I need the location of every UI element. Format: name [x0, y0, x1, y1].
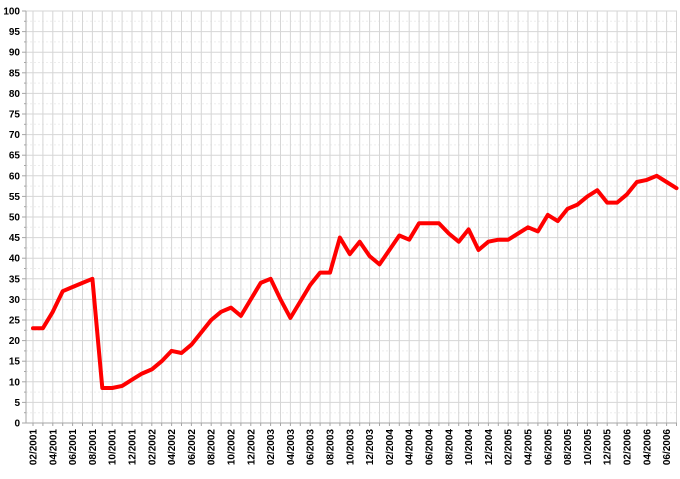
y-axis-ticks [22, 10, 26, 424]
y-axis-label: 50 [9, 213, 21, 224]
y-axis-label: 25 [9, 316, 21, 327]
y-axis-label: 45 [9, 233, 21, 244]
y-axis-labels: 0 5 10 15 20 25 30 35 40 45 50 55 60 65 70 75 80 85 90 95 10… [3, 7, 20, 430]
y-axis-label: 75 [9, 110, 21, 121]
x-axis-label: 04/2006 [642, 429, 653, 466]
x-axis-ticks [32, 423, 677, 426]
x-axis-label: 04/2003 [286, 429, 297, 466]
y-axis-label: 5 [14, 398, 20, 409]
y-axis-label: 65 [9, 151, 21, 162]
x-axis-label: 04/2002 [167, 429, 178, 466]
x-axis-label: 06/2005 [543, 429, 554, 466]
x-axis-label: 06/2006 [662, 429, 673, 466]
x-axis-label: 12/2002 [246, 429, 257, 466]
data-line-value [31, 173, 679, 390]
x-axis-label: 06/2003 [306, 429, 317, 466]
y-axis-label: 15 [9, 357, 21, 368]
y-axis-label: 10 [9, 377, 21, 388]
y-axis-label: 90 [9, 48, 21, 59]
y-axis-label: 35 [9, 274, 21, 285]
y-axis-label: 0 [14, 419, 20, 430]
y-axis-label: 95 [9, 27, 21, 38]
x-axis-label: 06/2004 [425, 429, 436, 466]
x-axis-label: 10/2004 [464, 429, 475, 466]
x-axis-label: 10/2002 [227, 429, 238, 466]
gridlines-horizontal-major [26, 10, 677, 424]
y-axis-label: 100 [3, 7, 20, 18]
x-axis-label: 10/2001 [108, 429, 119, 466]
x-axis-label: 12/2001 [128, 429, 139, 466]
x-axis-label: 10/2003 [345, 429, 356, 466]
x-axis-label: 04/2005 [524, 429, 535, 466]
x-axis-label: 02/2001 [29, 429, 40, 466]
x-axis-label: 04/2001 [48, 429, 59, 466]
x-axis-label: 02/2006 [623, 429, 634, 466]
x-axis-label: 08/2003 [326, 429, 337, 466]
y-axis-label: 20 [9, 336, 21, 347]
x-axis-label: 02/2003 [266, 429, 277, 466]
y-axis-label: 40 [9, 254, 21, 265]
y-axis-label: 60 [9, 171, 21, 182]
x-axis-label: 12/2003 [365, 429, 376, 466]
x-axis-label: 08/2004 [444, 429, 455, 466]
y-axis-label: 30 [9, 295, 21, 306]
x-axis-label: 02/2004 [385, 429, 396, 466]
x-axis-label: 10/2005 [583, 429, 594, 466]
x-axis-label: 08/2002 [207, 429, 218, 466]
y-axis-label: 70 [9, 130, 21, 141]
x-axis-label: 02/2002 [147, 429, 158, 466]
y-axis-label: 80 [9, 89, 21, 100]
x-axis-labels: 02/2001 04/2001 06/2001 08/2001 10/2001 12/20… [29, 429, 674, 466]
x-axis-label: 08/2005 [563, 429, 574, 466]
x-axis-label: 12/2005 [603, 429, 614, 466]
x-axis-label: 06/2001 [68, 429, 79, 466]
y-axis-label: 85 [9, 68, 21, 79]
y-axis-label: 55 [9, 192, 21, 203]
x-axis-label: 12/2004 [484, 429, 495, 466]
x-axis-label: 04/2004 [405, 429, 416, 466]
x-axis-label: 02/2005 [504, 429, 515, 466]
x-axis-label: 08/2001 [88, 429, 99, 466]
gridlines-horizontal-minor [26, 20, 677, 414]
x-axis-label: 06/2002 [187, 429, 198, 466]
